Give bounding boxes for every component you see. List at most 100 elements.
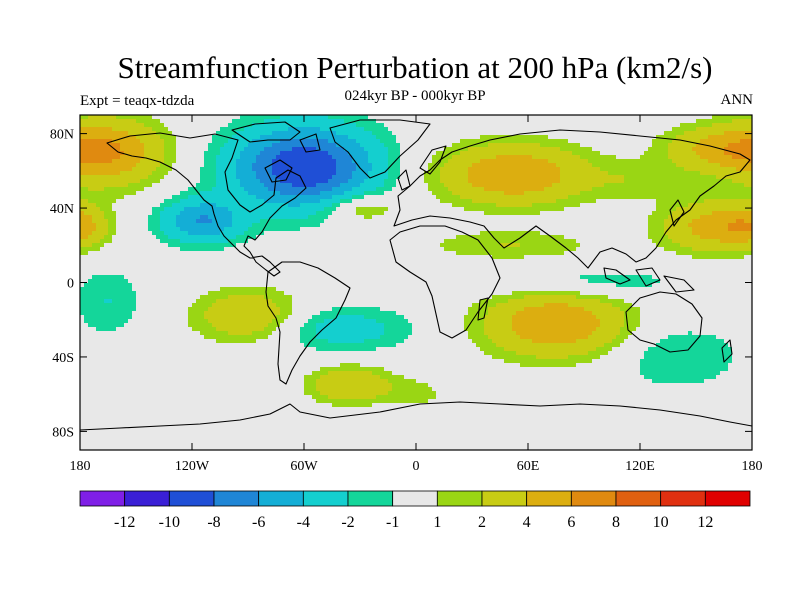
contour-cell — [88, 279, 129, 284]
contour-cell — [736, 219, 745, 224]
chart-title: Streamfunction Perturbation at 200 hPa (… — [117, 50, 713, 85]
contour-cell — [204, 155, 217, 160]
contour-cell — [204, 163, 217, 168]
contour-cell — [356, 211, 385, 216]
contour-cell — [144, 151, 165, 156]
contour-cell — [484, 187, 545, 192]
contour-cell — [80, 211, 85, 216]
contour-cell — [220, 127, 245, 132]
contour-cell — [592, 147, 649, 152]
contour-cell — [356, 167, 373, 172]
contour-cell — [80, 335, 205, 340]
chart-subtitle: 024kyr BP - 000kyr BP — [344, 88, 486, 104]
contour-cell — [604, 343, 621, 348]
contour-cell — [388, 127, 673, 132]
contour-cell — [136, 295, 201, 300]
contour-cell — [376, 319, 409, 324]
contour-cell — [724, 147, 752, 152]
contour-cell — [160, 227, 181, 232]
contour-cell — [604, 183, 745, 188]
contour-cell — [272, 167, 337, 172]
contour-cell — [652, 143, 669, 148]
contour-cell — [620, 343, 657, 348]
contour-cell — [700, 171, 752, 176]
contour-cell — [136, 303, 193, 308]
contour-cell — [412, 327, 465, 332]
contour-cell — [484, 315, 513, 320]
contour-cell — [240, 155, 257, 160]
contour-cell — [300, 327, 317, 332]
contour-cell — [440, 167, 469, 172]
coast-eurasia — [393, 129, 751, 269]
contour-cell — [308, 215, 329, 220]
contour-cell — [80, 191, 137, 196]
contour-cell — [236, 243, 441, 248]
contour-cell — [648, 227, 665, 232]
contour-cell — [328, 179, 349, 184]
contour-cell — [444, 183, 473, 188]
contour-cell — [220, 147, 245, 152]
contour-cell — [368, 115, 713, 120]
contour-cell — [304, 379, 317, 384]
contour-cell — [548, 135, 657, 140]
contour-cell — [452, 155, 497, 160]
contour-cell — [384, 179, 397, 184]
contour-cell — [160, 239, 181, 244]
contour-cell — [80, 215, 93, 220]
colorbar-label: 12 — [697, 514, 713, 531]
contour-cell — [388, 175, 401, 180]
contour-cell — [652, 283, 752, 288]
contour-cell — [152, 171, 169, 176]
contour-cell — [132, 311, 189, 316]
contour-cell — [216, 339, 257, 344]
contour-cell — [560, 167, 601, 172]
contour-cell — [216, 159, 237, 164]
contour-cell — [600, 355, 645, 360]
contour-cell — [80, 127, 113, 132]
contour-cell — [228, 331, 253, 336]
contour-cell — [168, 235, 237, 240]
contour-cell — [512, 291, 581, 296]
colorbar-label: 6 — [567, 514, 575, 531]
contour-cell — [584, 307, 621, 312]
contour-cell — [264, 147, 293, 152]
contour-cell — [156, 235, 169, 240]
contour-cell — [208, 319, 273, 324]
contour-cell — [624, 319, 641, 324]
contour-cell — [304, 383, 317, 388]
contour-cell — [432, 191, 453, 196]
contour-cell — [472, 183, 553, 188]
contour-cell — [352, 171, 369, 176]
contour-cell — [320, 311, 397, 316]
contour-cell — [88, 115, 117, 120]
contour-cell — [88, 251, 457, 256]
contour-cell — [88, 187, 105, 192]
contour-cell — [568, 139, 653, 144]
contour-cell — [440, 179, 469, 184]
contour-cell — [496, 303, 545, 308]
contour-cell — [340, 199, 353, 204]
contour-cell — [80, 435, 752, 440]
contour-cell — [616, 155, 641, 160]
contour-cell — [480, 347, 505, 352]
contour-cell — [436, 391, 752, 396]
contour-cell — [272, 171, 337, 176]
contour-cell — [696, 143, 729, 148]
contour-cell — [144, 147, 165, 152]
colorbar-label: -1 — [386, 514, 399, 531]
contour-cell — [640, 315, 752, 320]
contour-cell — [656, 207, 677, 212]
contour-cell — [80, 391, 305, 396]
contour-cell — [80, 267, 752, 272]
contour-cell — [256, 171, 273, 176]
contour-cell — [668, 235, 701, 240]
contour-cell — [684, 131, 725, 136]
contour-cell — [664, 227, 693, 232]
contour-cell — [80, 239, 101, 244]
contour-cell — [80, 279, 89, 284]
contour-cell — [696, 127, 752, 132]
contour-cell — [80, 155, 121, 160]
contour-cell — [228, 139, 253, 144]
contour-cell — [468, 335, 489, 340]
contour-cell — [180, 247, 225, 252]
